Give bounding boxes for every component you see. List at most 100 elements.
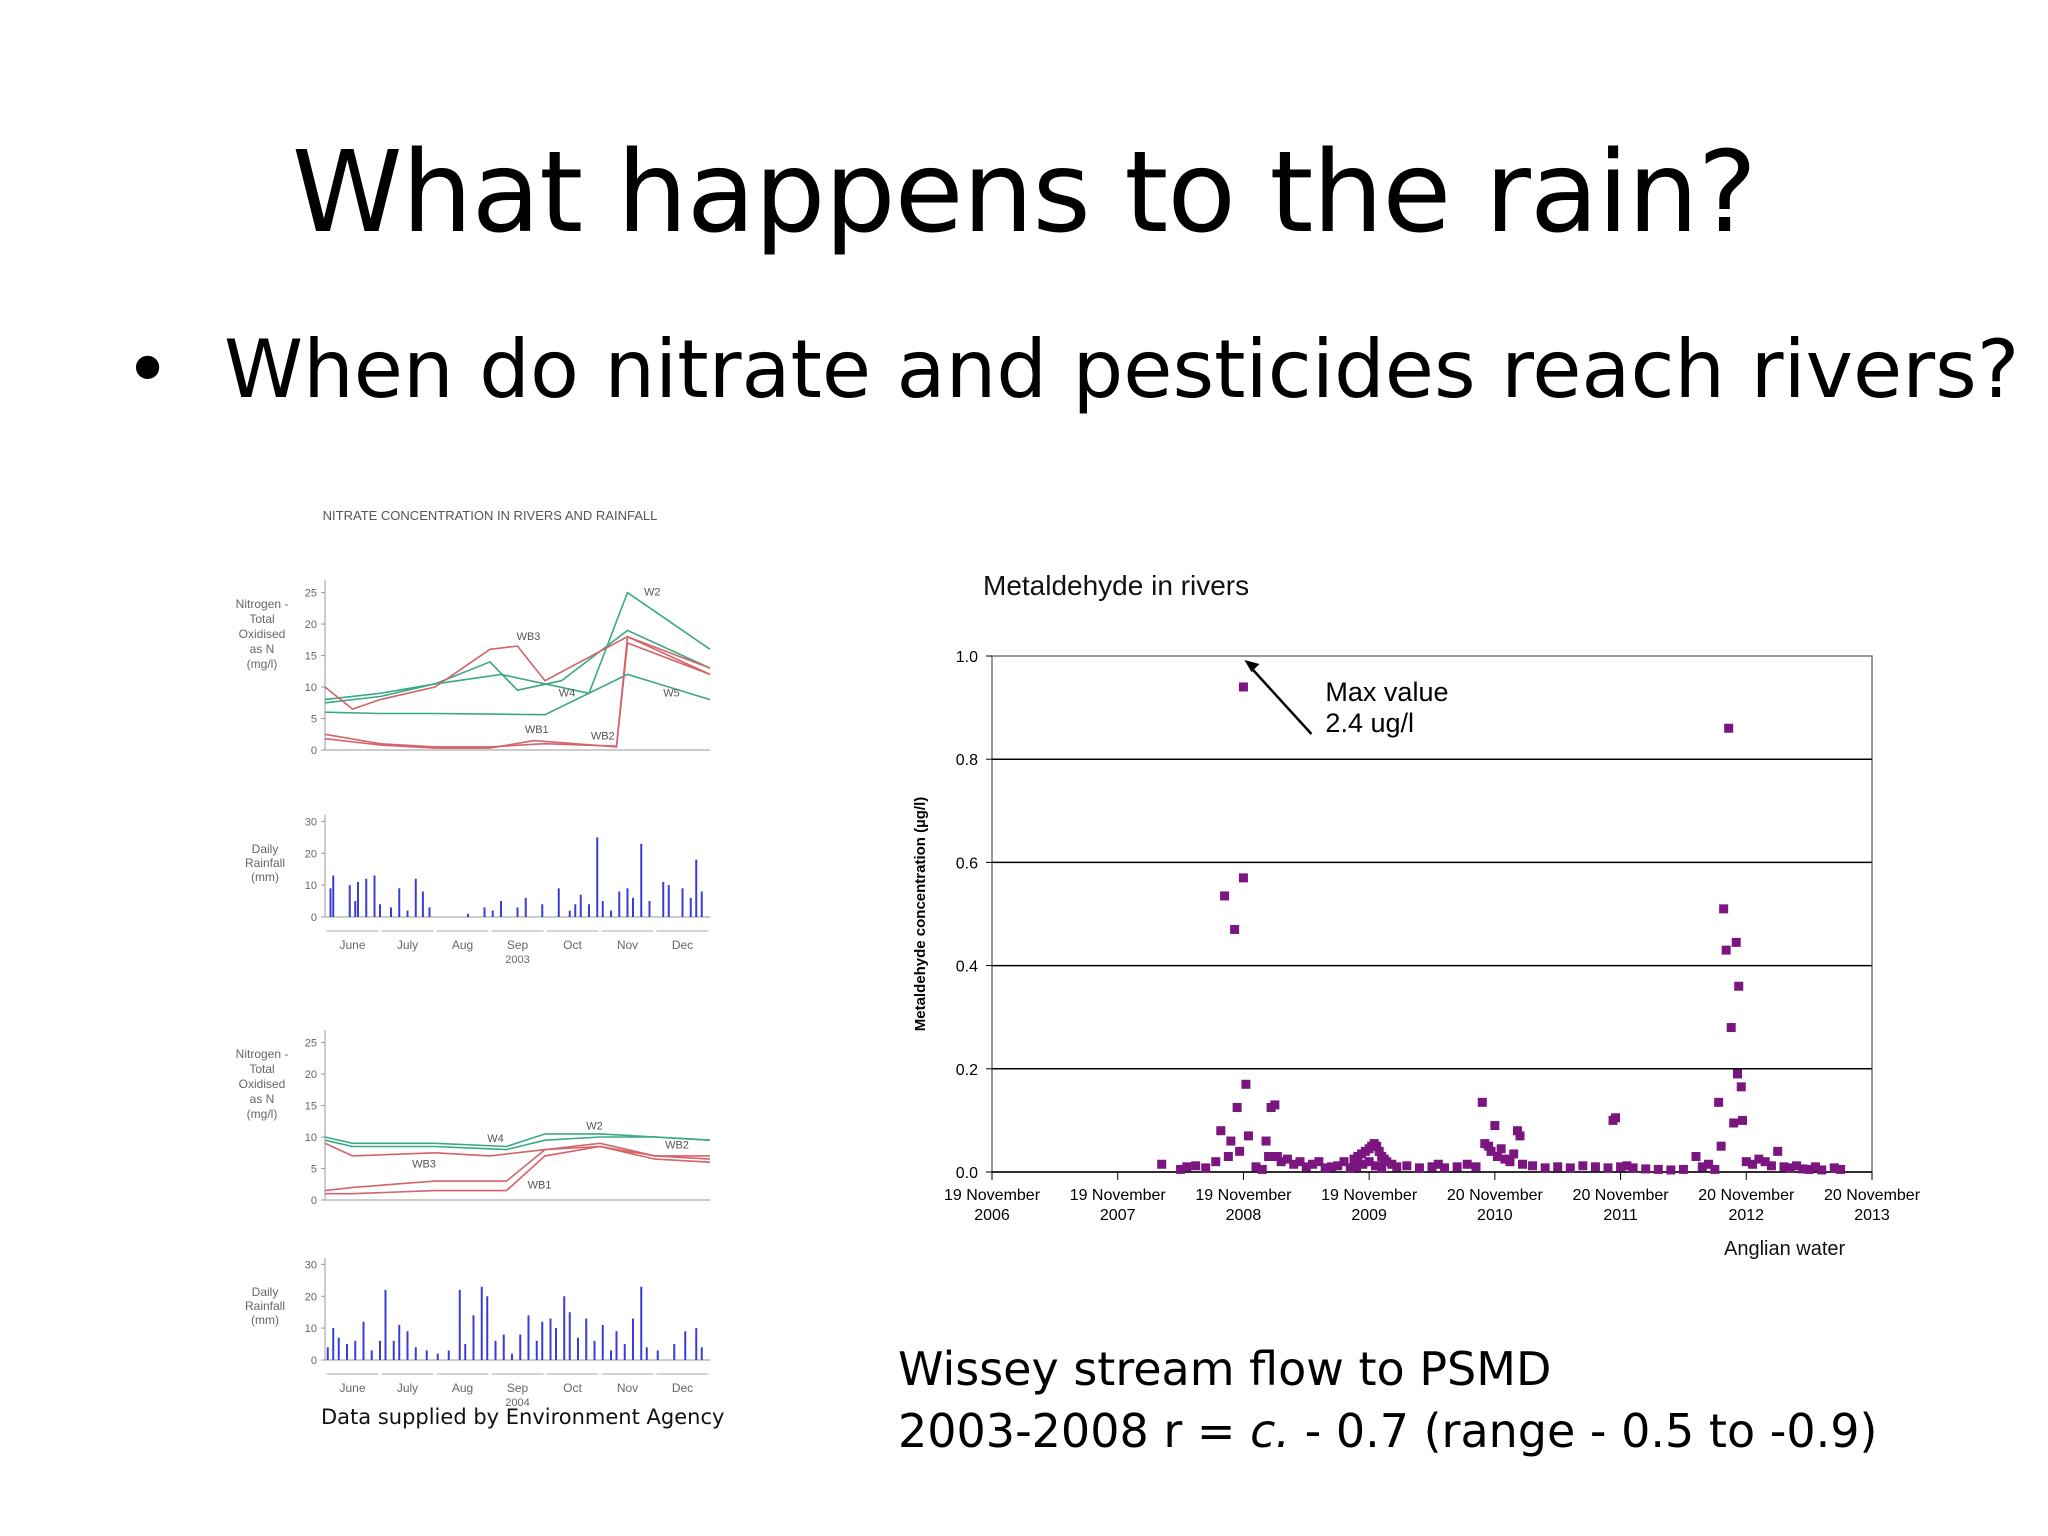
y-tick-label: 15 (305, 1101, 317, 1113)
y-axis-label: (mg/l) (247, 657, 278, 671)
data-point (1754, 1154, 1764, 1164)
data-point (1372, 1141, 1382, 1151)
data-point (1736, 1082, 1746, 1092)
data-point (1710, 1164, 1720, 1174)
month-label: Nov (617, 1381, 638, 1395)
y-tick-label: 25 (305, 1038, 317, 1050)
data-point (1622, 1161, 1632, 1171)
data-point (1748, 1159, 1758, 1169)
series-w4-line (324, 629, 711, 704)
y-axis-label: Daily (252, 1285, 279, 1299)
y-axis-title: Metaldehyde concentration (µg/l) (912, 797, 929, 1032)
y-axis-label: as N (250, 642, 275, 656)
y-tick-label: 0 (311, 1355, 317, 1367)
y-axis-label: Total (249, 1062, 274, 1076)
month-label: Dec (672, 938, 693, 952)
series-label: WB1 (525, 724, 549, 736)
data-point (1301, 1162, 1311, 1172)
data-point (1697, 1162, 1707, 1172)
data-point (1308, 1159, 1318, 1169)
x-tick-label-year: 2009 (1351, 1207, 1387, 1224)
data-point (1230, 924, 1240, 934)
data-point (1496, 1144, 1506, 1154)
data-point (1836, 1164, 1846, 1174)
plot-frame (991, 655, 1873, 1173)
source-credit: Anglian water (1724, 1238, 1846, 1260)
data-point (1182, 1162, 1192, 1172)
x-tick-label-date: 19 November (1321, 1187, 1418, 1204)
series-label: W5 (663, 687, 680, 699)
series-label: WB3 (517, 631, 541, 643)
y-axis-label: Nitrogen - (236, 597, 289, 611)
data-point (1540, 1163, 1550, 1173)
series-label: WB2 (665, 1139, 689, 1151)
data-point (1272, 1152, 1282, 1162)
data-point (1719, 904, 1729, 914)
data-point (1512, 1126, 1522, 1136)
month-label: Oct (563, 1381, 582, 1395)
data-point (1427, 1162, 1437, 1172)
data-point (1364, 1157, 1374, 1167)
data-credit: Data supplied by Environment Agency (321, 1405, 725, 1429)
data-point (1201, 1163, 1211, 1173)
data-point (1666, 1165, 1676, 1175)
y-tick-label: 20 (305, 619, 317, 631)
data-point (1402, 1161, 1412, 1171)
y-axis-label: Oxidised (239, 1077, 286, 1091)
data-point (1276, 1157, 1286, 1167)
data-point (1191, 1161, 1201, 1171)
y-tick-label: 20 (305, 1069, 317, 1081)
data-point (1810, 1162, 1820, 1172)
data-point (1374, 1146, 1384, 1156)
data-point (1773, 1146, 1783, 1156)
data-point (1358, 1159, 1368, 1169)
x-tick-label-year: 2006 (974, 1207, 1010, 1224)
data-point (1462, 1159, 1472, 1169)
data-point (1223, 1152, 1233, 1162)
series-label: W4 (559, 687, 576, 699)
data-point (1157, 1159, 1167, 1169)
data-point (1738, 1115, 1748, 1125)
series-wb1-line (325, 1145, 711, 1195)
y-tick-label: 10 (305, 880, 317, 892)
wissey-circa: c. (1250, 1404, 1290, 1458)
data-point (1721, 945, 1731, 955)
y-tick-label: 15 (305, 651, 317, 663)
series-wb3-line (324, 635, 711, 711)
y-tick-label: 10 (305, 682, 317, 694)
month-label: Sep (507, 1381, 529, 1395)
month-label: Sep (507, 938, 529, 952)
data-point (1414, 1163, 1424, 1173)
y-axis-label: Daily (252, 842, 279, 856)
data-point (1370, 1161, 1380, 1171)
data-point (1515, 1131, 1525, 1141)
data-point (1509, 1149, 1519, 1159)
wissey-line-2: 2003-2008 r = c. - 0.7 (range - 0.5 to -… (898, 1400, 1877, 1462)
y-tick-label: 20 (305, 1291, 317, 1303)
data-point (1176, 1164, 1186, 1174)
month-label: Aug (452, 938, 473, 952)
x-tick-label-year: 2010 (1477, 1207, 1513, 1224)
x-tick-label-year: 2011 (1603, 1207, 1638, 1224)
y-axis-label: Nitrogen - (236, 1047, 289, 1061)
data-point (1611, 1113, 1621, 1123)
data-point (1241, 1079, 1251, 1089)
x-tick-label-date: 19 November (1070, 1187, 1167, 1204)
data-point (1264, 1152, 1274, 1162)
series-label: WB1 (528, 1180, 552, 1192)
data-point (1704, 1159, 1714, 1169)
data-point (1433, 1159, 1443, 1169)
y-axis-label: as N (250, 1092, 275, 1106)
data-point (1243, 1131, 1253, 1141)
series-label: W2 (644, 587, 661, 599)
data-point (1382, 1157, 1392, 1167)
data-point (1500, 1154, 1510, 1164)
data-point (1377, 1163, 1387, 1173)
data-point (1333, 1161, 1343, 1171)
y-tick-label: 30 (305, 816, 317, 828)
data-point (1691, 1152, 1701, 1162)
y-tick-label: 30 (305, 1259, 317, 1271)
left-chart-title: NITRATE CONCENTRATION IN RIVERS AND RAIN… (323, 508, 658, 523)
data-point (1238, 682, 1248, 692)
series-w2-line (324, 1133, 711, 1148)
